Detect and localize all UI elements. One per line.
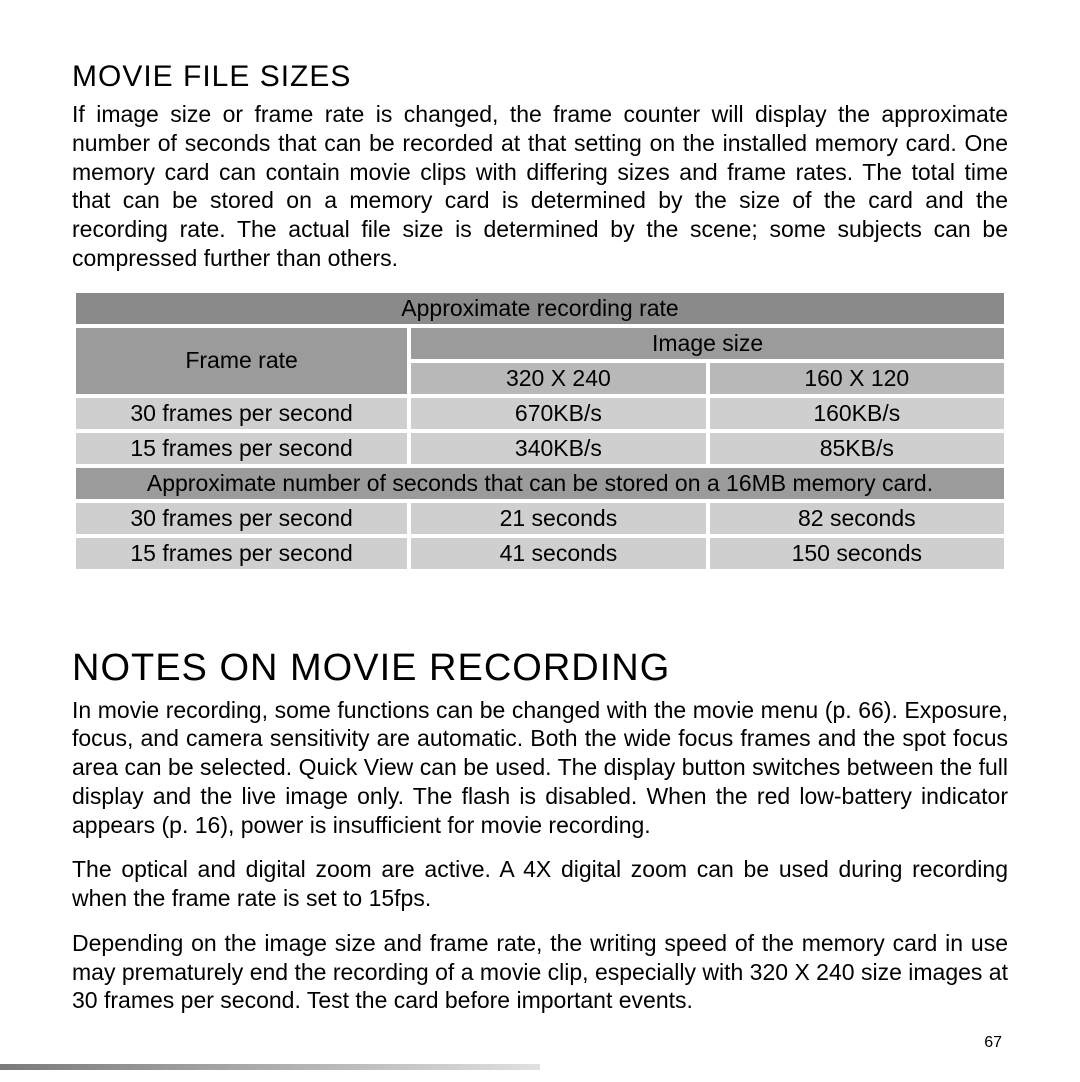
image-size-header: Image size (411, 328, 1004, 359)
seconds-header: Approximate number of seconds that can b… (76, 468, 1004, 499)
page-number: 67 (984, 1034, 1002, 1052)
recording-rate-table: Approximate recording rate Frame rate Im… (72, 289, 1008, 573)
footer (0, 1052, 1080, 1082)
table-cell: 150 seconds (710, 538, 1004, 569)
table-row-label: 15 frames per second (76, 433, 407, 464)
table-cell: 670KB/s (411, 398, 705, 429)
table-cell: 160KB/s (710, 398, 1004, 429)
manual-page: MOVIE FILE SIZES If image size or frame … (0, 0, 1080, 1015)
frame-rate-header: Frame rate (76, 328, 407, 394)
section-title-notes: NOTES ON MOVIE RECORDING (72, 647, 1008, 690)
footer-gradient-bar (0, 1064, 540, 1070)
image-size-col: 320 X 240 (411, 363, 705, 394)
table-row-label: 15 frames per second (76, 538, 407, 569)
table-cell: 41 seconds (411, 538, 705, 569)
table-cell: 21 seconds (411, 503, 705, 534)
paragraph: Depending on the image size and frame ra… (72, 929, 1008, 1015)
table-cell: 85KB/s (710, 433, 1004, 464)
table-row-label: 30 frames per second (76, 503, 407, 534)
image-size-col: 160 X 120 (710, 363, 1004, 394)
table-header-top: Approximate recording rate (76, 293, 1004, 324)
table-cell: 82 seconds (710, 503, 1004, 534)
paragraph: If image size or frame rate is changed, … (72, 100, 1008, 273)
section-title-movie-file-sizes: MOVIE FILE SIZES (72, 60, 1008, 94)
table-row-label: 30 frames per second (76, 398, 407, 429)
table-cell: 340KB/s (411, 433, 705, 464)
paragraph: In movie recording, some functions can b… (72, 696, 1008, 840)
paragraph: The optical and digital zoom are active.… (72, 855, 1008, 913)
